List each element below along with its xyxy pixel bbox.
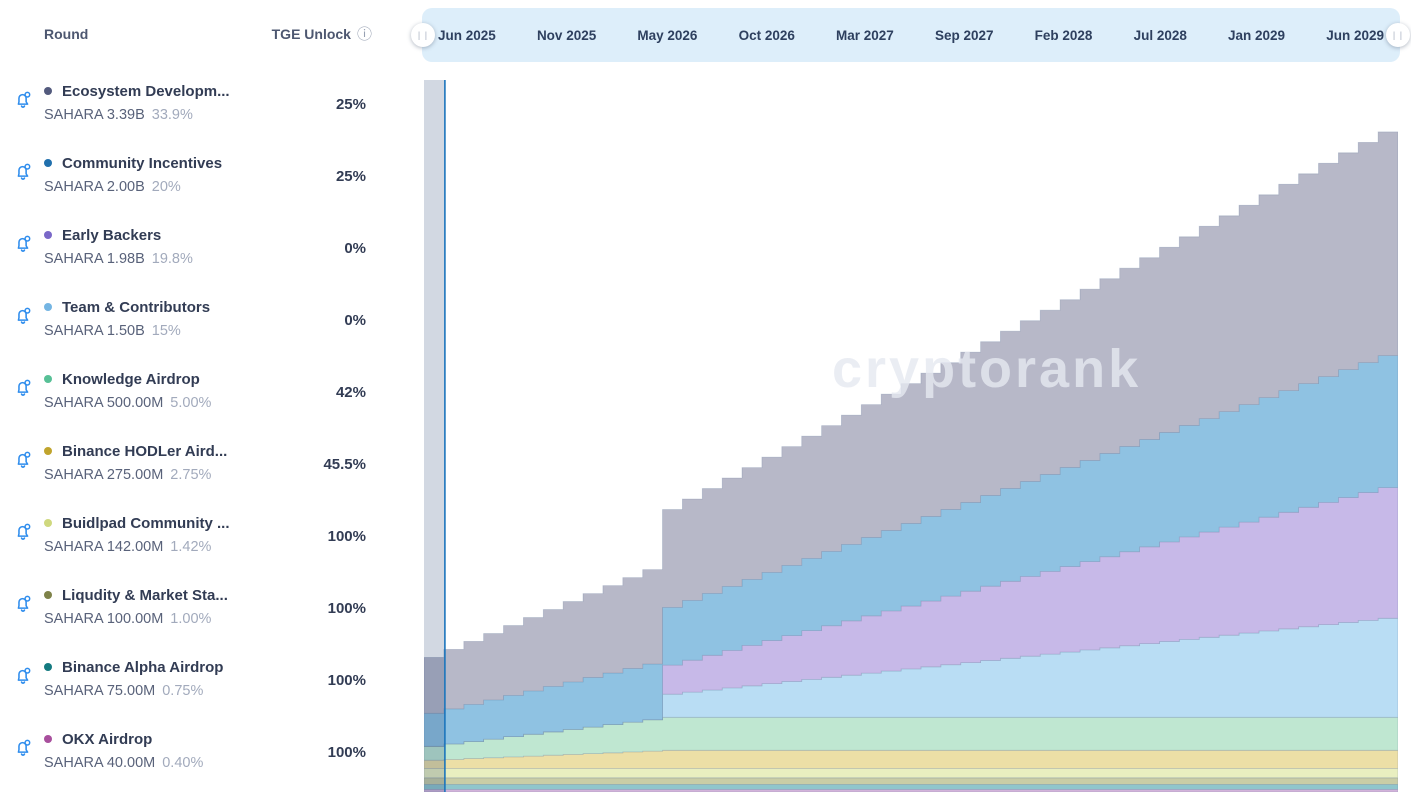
area-buidlpad-community- [424,768,1398,779]
round-row[interactable]: Binance Alpha Airdrop SAHARA 75.00M 0.75%… [0,656,420,714]
past-period-overlay [424,80,445,792]
round-name: Binance Alpha Airdrop [62,658,224,676]
round-color-dot [44,303,52,311]
alert-bell-icon[interactable] [12,521,34,543]
info-icon[interactable]: ⓘ [356,25,372,43]
timeline-scroll-bar[interactable]: Jun 2025 Nov 2025 May 2026 Oct 2026 Mar 2027… [422,8,1400,62]
tge-unlock-value: 0% [344,312,366,329]
tge-unlock-value: 100% [327,528,366,545]
round-amount: SAHARA 1.98B [44,251,145,267]
round-row[interactable]: Early Backers SAHARA 1.98B 19.8% 0% [0,224,420,282]
round-amount: SAHARA 2.00B [44,179,145,195]
round-amount: SAHARA 100.00M [44,611,164,627]
alert-bell-icon[interactable] [12,161,34,183]
tge-unlock-value: 25% [335,96,366,113]
round-row[interactable]: Community Incentives SAHARA 2.00B 20% 25% [0,152,420,210]
round-amount: SAHARA 3.39B [44,107,145,123]
timeline-tick: Jun 2025 [438,27,496,43]
round-row[interactable]: Ecosystem Developm... SAHARA 3.39B 33.9% … [0,80,420,138]
round-supply-share: 20% [151,179,181,195]
area-ecosystem-developm- [424,131,1398,714]
timeline-tick: Oct 2026 [738,27,795,43]
round-name: Liqudity & Market Sta... [62,586,228,604]
round-supply-share: 1.42% [170,539,212,555]
round-supply-share: 0.75% [162,683,204,699]
round-color-dot [44,591,52,599]
round-color-dot [44,447,52,455]
round-color-dot [44,87,52,95]
tge-unlock-value: 100% [327,744,366,761]
timeline-left-drag-handle[interactable]: | | [411,23,435,47]
round-color-dot [44,735,52,743]
round-supply-share: 1.00% [170,611,212,627]
round-row[interactable]: OKX Airdrop SAHARA 40.00M 0.40% 100% [0,728,420,786]
round-supply-share: 19.8% [151,251,193,267]
round-name: Binance HODLer Aird... [62,442,228,460]
round-row[interactable]: Team & Contributors SAHARA 1.50B 15% 0% [0,296,420,354]
alert-bell-icon[interactable] [12,449,34,471]
round-amount: SAHARA 1.50B [44,323,145,339]
round-supply-share: 15% [151,323,181,339]
round-row[interactable]: Knowledge Airdrop SAHARA 500.00M 5.00% 42… [0,368,420,426]
alert-bell-icon[interactable] [12,737,34,759]
tge-unlock-value: 42% [335,384,366,401]
tge-unlock-value: 45.5% [323,456,366,473]
timeline-tick: Jan 2029 [1228,27,1286,43]
alert-bell-icon[interactable] [12,377,34,399]
round-supply-share: 0.40% [162,755,204,771]
alert-bell-icon[interactable] [12,89,34,111]
round-color-dot [44,375,52,383]
round-color-dot [44,159,52,167]
round-row[interactable]: Liqudity & Market Sta... SAHARA 100.00M 1… [0,584,420,642]
tge-unlock-label: TGE Unlock [271,26,351,42]
round-amount: SAHARA 275.00M [44,467,164,483]
round-color-dot [44,519,52,527]
timeline-tick: Jun 2029 [1326,27,1384,43]
tge-unlock-value: 25% [335,168,366,185]
tge-unlock-value: 100% [327,600,366,617]
timeline-tick: Jul 2028 [1133,27,1187,43]
round-row[interactable]: Buidlpad Community ... SAHARA 142.00M 1.4… [0,512,420,570]
timeline-tick: Feb 2028 [1034,27,1093,43]
round-amount: SAHARA 500.00M [44,395,164,411]
round-amount: SAHARA 75.00M [44,683,156,699]
unlock-schedule-chart[interactable] [424,80,1398,792]
tge-unlock-column-header: TGE Unlock ⓘ [262,26,372,42]
round-name: Early Backers [62,226,162,244]
tge-unlock-value: 0% [344,240,366,257]
round-name: Ecosystem Developm... [62,82,230,100]
round-color-dot [44,231,52,239]
round-name: Buidlpad Community ... [62,514,230,532]
round-name: Knowledge Airdrop [62,370,200,388]
round-name: Team & Contributors [62,298,211,316]
round-color-dot [44,663,52,671]
round-supply-share: 5.00% [170,395,212,411]
round-supply-share: 2.75% [170,467,212,483]
alert-bell-icon[interactable] [12,665,34,687]
alert-bell-icon[interactable] [12,305,34,327]
timeline-tick: May 2026 [637,27,698,43]
timeline-tick: Nov 2025 [536,27,597,43]
round-name: Community Incentives [62,154,223,172]
round-name: OKX Airdrop [62,730,153,748]
round-amount: SAHARA 142.00M [44,539,164,555]
round-supply-share: 33.9% [151,107,193,123]
area-liqudity-market-sta- [424,777,1398,785]
round-amount: SAHARA 40.00M [44,755,156,771]
timeline-tick: Mar 2027 [836,27,894,43]
timeline-right-drag-handle[interactable]: | | [1386,23,1410,47]
timeline-tick: Sep 2027 [934,27,994,43]
alert-bell-icon[interactable] [12,593,34,615]
alert-bell-icon[interactable] [12,233,34,255]
area-binance-alpha-airdrop [424,784,1398,790]
round-column-header: Round [44,26,89,42]
tge-unlock-value: 100% [327,672,366,689]
round-row[interactable]: Binance HODLer Aird... SAHARA 275.00M 2.7… [0,440,420,498]
